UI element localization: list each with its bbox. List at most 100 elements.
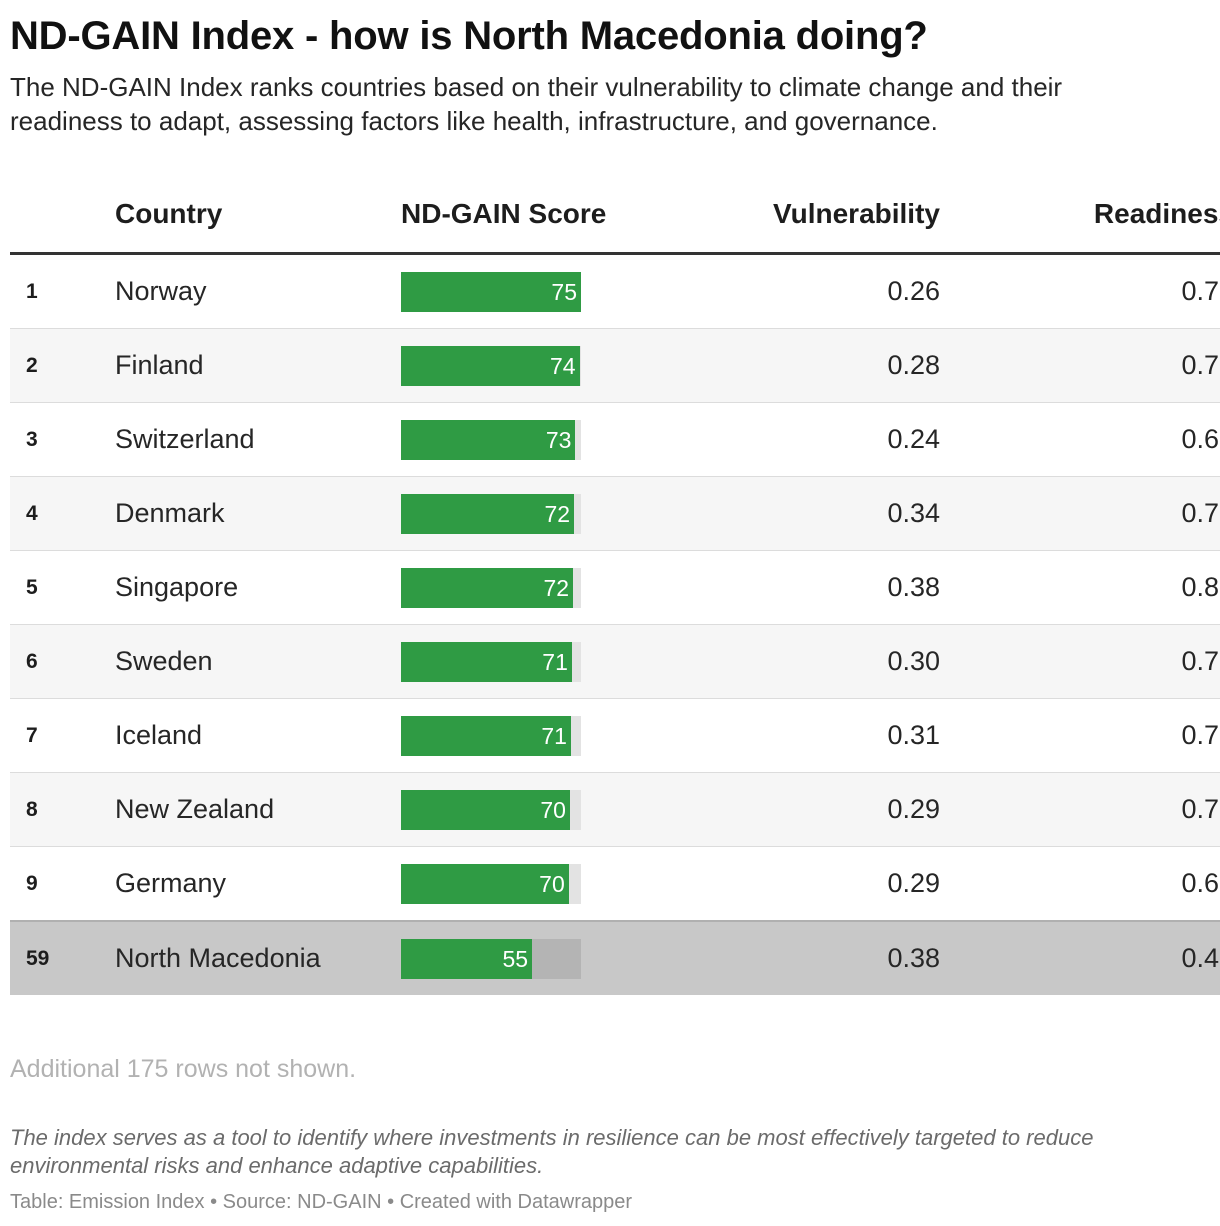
score-bar: 70 — [401, 863, 569, 904]
score-cell: 72 — [401, 476, 655, 551]
score-bar-track: 72 — [401, 493, 581, 534]
rank-cell: 7 — [10, 698, 115, 773]
score-label: 71 — [542, 648, 568, 675]
country-cell: Iceland — [115, 698, 401, 773]
country-cell: Finland — [115, 328, 401, 403]
vulnerability-cell: 0.24 — [655, 402, 964, 477]
score-bar-track: 71 — [401, 715, 581, 756]
table-body: 1Norway750.260.762Finland740.280.753Swit… — [10, 253, 1220, 995]
readiness-cell: 0.78 — [964, 476, 1220, 551]
score-cell: 70 — [401, 846, 655, 922]
score-bar: 74 — [401, 345, 580, 386]
vulnerability-cell: 0.38 — [655, 920, 964, 995]
rank-cell: 9 — [10, 846, 115, 922]
score-label: 71 — [541, 722, 567, 749]
chart-title: ND-GAIN Index - how is North Macedonia d… — [10, 14, 928, 58]
score-label: 55 — [502, 945, 529, 972]
score-bar-track: 70 — [401, 863, 581, 904]
more-rows-note: Additional 175 rows not shown. — [10, 1055, 357, 1083]
country-cell: North Macedonia — [115, 920, 401, 995]
score-cell: 74 — [401, 328, 655, 403]
table-header-row: Country ND-GAIN Score Vulnerability Read… — [10, 196, 1220, 255]
score-cell: 75 — [401, 253, 655, 329]
vulnerability-cell: 0.30 — [655, 624, 964, 699]
score-label: 72 — [544, 500, 571, 527]
rank-cell: 3 — [10, 402, 115, 477]
score-bar-track: 71 — [401, 641, 581, 682]
score-bar-track: 75 — [401, 271, 581, 312]
readiness-cell: 0.72 — [964, 698, 1220, 773]
rank-cell: 6 — [10, 624, 115, 699]
score-bar: 55 — [401, 938, 533, 979]
score-bar: 72 — [401, 493, 575, 534]
score-label: 72 — [543, 574, 570, 601]
score-label: 75 — [551, 278, 577, 305]
rank-cell: 1 — [10, 253, 115, 329]
header-vulnerability[interactable]: Vulnerability — [655, 196, 964, 255]
vulnerability-cell: 0.34 — [655, 476, 964, 551]
country-cell: Germany — [115, 846, 401, 922]
vulnerability-cell: 0.31 — [655, 698, 964, 773]
readiness-cell: 0.69 — [964, 402, 1220, 477]
header-country[interactable]: Country — [115, 196, 401, 255]
country-cell: Denmark — [115, 476, 401, 551]
country-cell: Norway — [115, 253, 401, 329]
ranking-table: Country ND-GAIN Score Vulnerability Read… — [10, 196, 1220, 995]
score-cell: 72 — [401, 550, 655, 625]
country-cell: New Zealand — [115, 772, 401, 847]
rank-cell: 59 — [10, 920, 115, 995]
table-notes: The index serves as a tool to identify w… — [10, 1125, 1094, 1178]
country-cell: Switzerland — [115, 402, 401, 477]
score-bar-track: 55 — [401, 938, 581, 979]
score-cell: 71 — [401, 624, 655, 699]
header-readiness[interactable]: Readiness — [964, 196, 1220, 255]
score-label: 70 — [539, 870, 565, 897]
header-rank[interactable] — [10, 196, 115, 255]
score-bar: 71 — [401, 641, 572, 682]
readiness-cell: 0.81 — [964, 550, 1220, 625]
score-bar: 75 — [401, 271, 581, 312]
score-cell: 73 — [401, 402, 655, 477]
score-cell: 71 — [401, 698, 655, 773]
country-cell: Sweden — [115, 624, 401, 699]
readiness-cell: 0.75 — [964, 328, 1220, 403]
readiness-cell: 0.69 — [964, 846, 1220, 922]
country-cell: Singapore — [115, 550, 401, 625]
table-footer: Table: Emission Index • Source: ND-GAIN … — [10, 1191, 633, 1213]
readiness-cell: 0.47 — [964, 920, 1220, 995]
score-bar-track: 72 — [401, 567, 581, 608]
score-bar: 72 — [401, 567, 574, 608]
vulnerability-cell: 0.29 — [655, 772, 964, 847]
score-bar: 73 — [401, 419, 576, 460]
score-bar-track: 74 — [401, 345, 581, 386]
chart-subtitle: The ND-GAIN Index ranks countries based … — [10, 72, 1063, 136]
score-bar: 70 — [401, 789, 570, 830]
rank-cell: 4 — [10, 476, 115, 551]
vulnerability-cell: 0.29 — [655, 846, 964, 922]
score-cell: 70 — [401, 772, 655, 847]
rank-cell: 5 — [10, 550, 115, 625]
header-score[interactable]: ND-GAIN Score — [401, 196, 655, 255]
score-label: 70 — [540, 796, 566, 823]
score-bar: 71 — [401, 715, 571, 756]
vulnerability-cell: 0.38 — [655, 550, 964, 625]
score-bar-track: 70 — [401, 789, 581, 830]
rank-cell: 2 — [10, 328, 115, 403]
score-cell: 55 — [401, 920, 655, 995]
vulnerability-cell: 0.28 — [655, 328, 964, 403]
chart-container: ND-GAIN Index - how is North Macedonia d… — [10, 0, 1220, 1213]
readiness-cell: 0.72 — [964, 624, 1220, 699]
score-label: 74 — [549, 352, 576, 379]
readiness-cell: 0.70 — [964, 772, 1220, 847]
score-label: 73 — [545, 426, 572, 453]
vulnerability-cell: 0.26 — [655, 253, 964, 329]
